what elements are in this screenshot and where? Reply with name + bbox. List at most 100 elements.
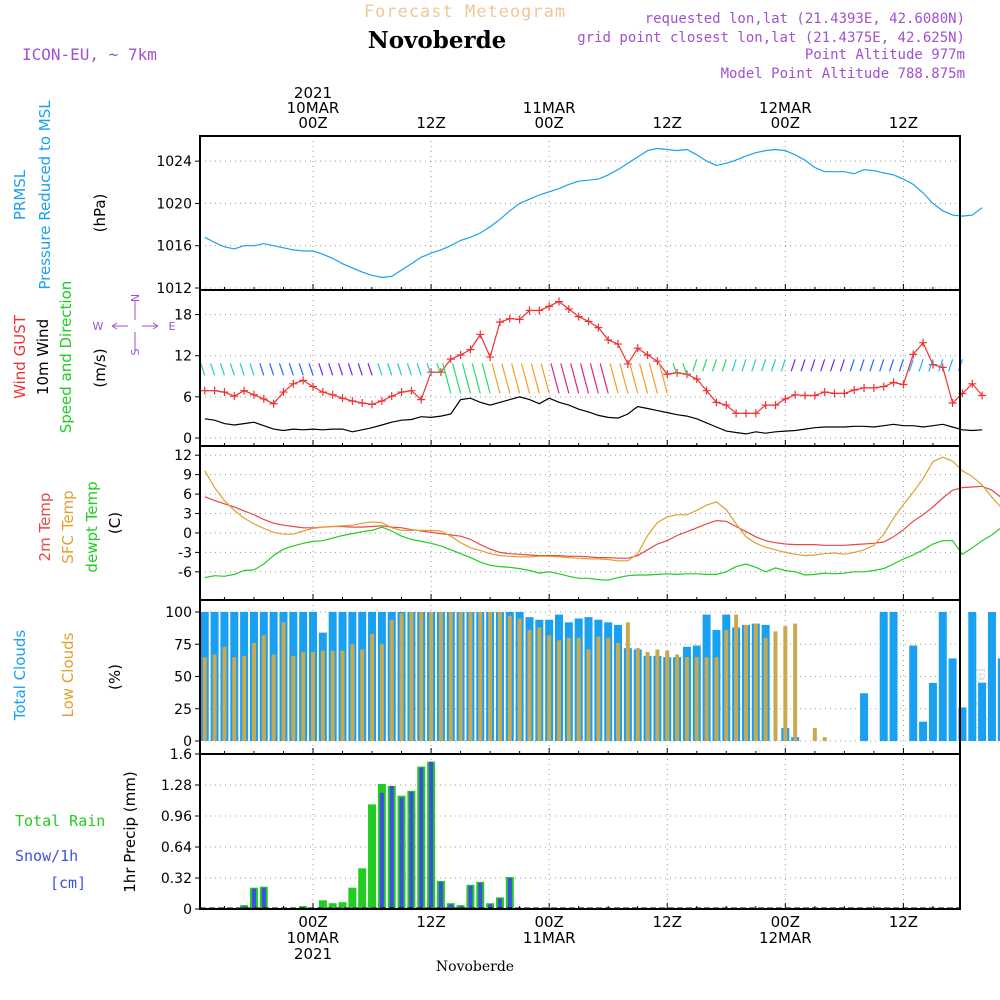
snow-bar (399, 797, 404, 909)
low-cloud-bar (370, 633, 375, 741)
gust-point (269, 399, 278, 408)
gust-point (574, 312, 583, 321)
gust-point (791, 390, 800, 399)
gust-point (653, 357, 662, 366)
gust-point (633, 344, 642, 353)
low-cloud-bar (261, 635, 266, 741)
panel-label: Pressure Reduced to MSL (36, 100, 54, 290)
low-cloud-bar (311, 651, 315, 741)
time-label-bottom: 00Z (771, 913, 800, 931)
wind-direction-arrow (829, 359, 836, 372)
snow-bar (409, 791, 414, 909)
wind-direction-arrow (377, 363, 383, 376)
low-cloud-bar (822, 737, 827, 741)
panel-frame (199, 289, 961, 447)
gust-point (417, 395, 426, 404)
gust-point (830, 389, 839, 398)
snow-bar (379, 792, 384, 909)
wind-direction-arrow (589, 363, 599, 394)
gust-point (220, 388, 229, 397)
wind-direction-arrow (442, 363, 452, 394)
gust-point (948, 399, 957, 408)
wind-direction-arrow (599, 363, 609, 394)
wind-direction-arrow (239, 363, 245, 376)
model-altitude: Model Point Altitude 788.875m (721, 66, 965, 82)
total-cloud-bar (879, 612, 888, 741)
gust-point (919, 338, 928, 347)
time-label-bottom: 11MAR (523, 929, 576, 947)
low-cloud-bar (507, 615, 512, 741)
wind-direction-arrow (520, 363, 531, 394)
y-tick-label: 1.28 (161, 778, 192, 794)
low-cloud-bar (429, 612, 434, 741)
wind-direction-arrow (471, 363, 481, 394)
low-cloud-bar (527, 630, 532, 741)
wind-direction-arrow (570, 363, 580, 394)
series-line-temperature-2 (204, 526, 1000, 581)
gust-point (722, 401, 731, 410)
wind-direction-arrow (859, 359, 865, 372)
compass-west: W (93, 320, 104, 333)
low-cloud-bar (537, 627, 542, 741)
y-tick-label: 9 (183, 468, 192, 484)
wind-direction-arrow (629, 363, 639, 394)
low-cloud-bar (606, 637, 611, 741)
gust-point (761, 401, 770, 410)
low-cloud-bar (448, 612, 453, 741)
time-label-bottom: 00Z (298, 913, 327, 931)
low-cloud-bar (635, 648, 640, 741)
low-cloud-bar (242, 655, 247, 741)
total-cloud-bar (860, 693, 869, 741)
wind-direction-arrow (501, 363, 511, 394)
panel-clouds: 0 25 50 75 100 Total Clouds Low Clouds (%) (11, 599, 1000, 755)
low-cloud-bar (468, 612, 473, 741)
total-cloud-bar (938, 612, 947, 741)
y-tick-label: 0 (183, 902, 192, 918)
total-cloud-bar (987, 612, 996, 741)
gust-point (279, 388, 288, 397)
series-line-temperature-1 (204, 456, 1000, 562)
wind-direction-arrow (810, 359, 816, 372)
unit-label: (%) (106, 664, 124, 690)
low-cloud-bar (586, 649, 591, 741)
gust-point (978, 391, 987, 400)
wind-direction-arrow (770, 359, 777, 372)
time-label-top: 00Z (771, 114, 800, 132)
gust-point (732, 409, 741, 418)
gust-point (928, 360, 937, 369)
time-label-top: 12Z (653, 114, 682, 132)
wind-direction-arrow (259, 363, 265, 376)
gust-point (407, 386, 416, 395)
panel-label: Low Clouds (59, 632, 77, 717)
wind-direction-arrow (298, 363, 304, 376)
low-cloud-bar (488, 612, 493, 741)
wind-direction-arrow (682, 363, 688, 376)
wind-direction-arrow (879, 359, 885, 372)
series-line-wind-1 (204, 396, 983, 435)
wind-direction-arrow (210, 363, 216, 376)
panel-label: Total Clouds (11, 630, 29, 722)
rain-bar (328, 903, 337, 909)
gust-point (751, 409, 760, 418)
low-cloud-bar (625, 622, 630, 741)
gust-point (486, 353, 495, 362)
footer-location: Novoberde (436, 959, 514, 975)
y-tick-label: 25 (174, 702, 192, 718)
panel-frame (199, 445, 961, 601)
snow-bar (251, 888, 256, 909)
low-cloud-bar (340, 650, 345, 741)
wind-compass: W ENS (93, 294, 176, 356)
wind-direction-arrow (436, 363, 442, 376)
rain-bar (318, 900, 327, 909)
low-cloud-bar (694, 657, 699, 741)
gust-point (495, 318, 504, 327)
panel-frame (199, 135, 961, 291)
wind-direction-arrow (711, 359, 718, 372)
low-cloud-bar (212, 654, 217, 741)
gust-point (623, 359, 632, 368)
low-cloud-bar (724, 630, 729, 741)
wind-direction-arrow (948, 359, 954, 372)
compass-arrows (111, 300, 159, 352)
wind-direction-arrow (337, 363, 344, 376)
